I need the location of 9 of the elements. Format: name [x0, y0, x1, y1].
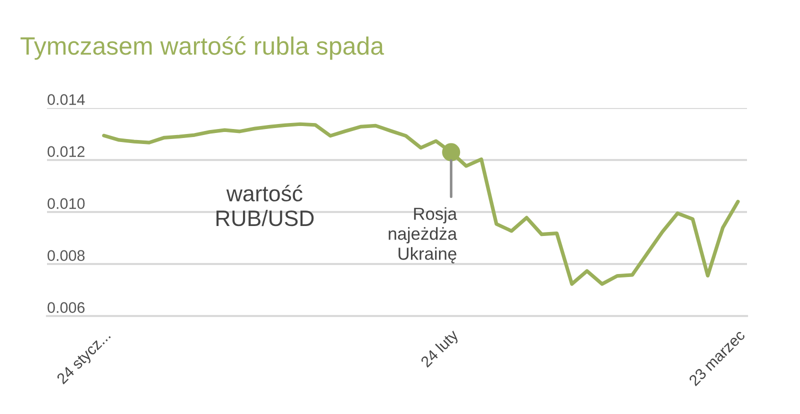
y-tick-label: 0.006	[48, 302, 85, 313]
y-tick-label: 0.010	[48, 198, 85, 209]
chart-title: Tymczasem wartość rubla spada	[20, 36, 384, 60]
y-tick-label: 0.008	[48, 250, 85, 261]
y-tick-label: 0.012	[48, 146, 84, 157]
annotation: wartość RUB/USD	[216, 184, 314, 226]
y-tick-label: 0.014	[48, 94, 85, 105]
x-tick-label: 24 luty	[420, 328, 462, 370]
annotation: Rosja najeżdża Ukrainę	[388, 207, 458, 264]
